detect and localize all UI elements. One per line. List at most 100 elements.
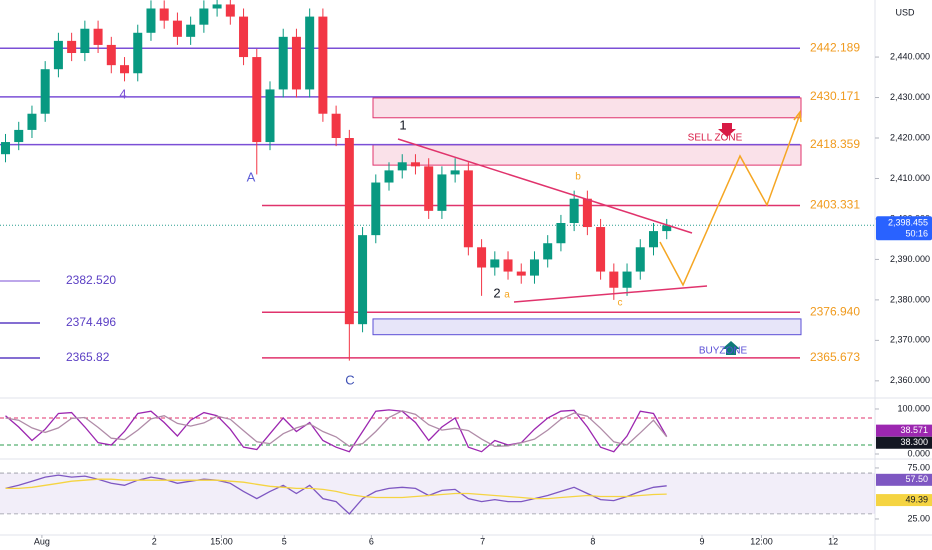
indicator-line bbox=[5, 409, 668, 453]
candle-body bbox=[27, 113, 37, 130]
indicator-line bbox=[5, 478, 667, 500]
level-label: 2430.171 bbox=[810, 89, 860, 103]
level-label: 2365.673 bbox=[810, 350, 860, 364]
y-tick-label: 2,360.000 bbox=[890, 375, 930, 385]
left-label: 2365.82 bbox=[66, 350, 110, 364]
y-tick-label: 25.00 bbox=[907, 513, 930, 523]
currency: USD bbox=[895, 7, 915, 17]
candle-body bbox=[410, 162, 420, 167]
wave-label: A bbox=[247, 169, 256, 184]
candle-body bbox=[318, 16, 328, 114]
candle-body bbox=[648, 231, 658, 248]
candle-body bbox=[503, 259, 513, 272]
candle-body bbox=[146, 8, 156, 33]
candle-body bbox=[384, 170, 394, 183]
value-tag bbox=[876, 436, 932, 449]
candle-body bbox=[463, 170, 473, 248]
candle-body bbox=[133, 32, 143, 74]
candle-body bbox=[53, 40, 63, 70]
candle-body bbox=[635, 247, 645, 272]
level-label: 2403.331 bbox=[810, 198, 860, 212]
candle-body bbox=[490, 259, 500, 268]
y-tick-label: 100.000 bbox=[897, 403, 930, 413]
x-tick-label: Aug bbox=[34, 536, 50, 546]
left-label: 2382.520 bbox=[66, 273, 116, 287]
x-tick-label: 2 bbox=[152, 536, 157, 546]
candle-body bbox=[609, 271, 619, 288]
candle-body bbox=[106, 44, 116, 66]
candle-body bbox=[80, 28, 90, 54]
left-label: 2374.496 bbox=[66, 315, 116, 329]
x-tick-label: 5 bbox=[282, 536, 287, 546]
rsi-pane bbox=[0, 472, 875, 515]
candle-body bbox=[556, 222, 566, 244]
level-label: 2442.189 bbox=[810, 40, 860, 54]
x-tick-label: 15:00 bbox=[210, 536, 233, 546]
y-tick-label: 2,420.000 bbox=[890, 132, 930, 142]
candle-body bbox=[278, 36, 288, 90]
x-tick-label: 7 bbox=[480, 536, 485, 546]
value-tag bbox=[876, 473, 932, 486]
candle-body bbox=[622, 271, 632, 288]
candle-body bbox=[437, 174, 447, 211]
candle-body bbox=[93, 28, 103, 45]
wave-label: a bbox=[504, 290, 510, 301]
candle-body bbox=[199, 8, 209, 25]
value-tag-label: 57.50 bbox=[905, 474, 928, 484]
value-tag bbox=[876, 424, 932, 437]
projection-arrow bbox=[793, 110, 802, 123]
zone-label: SELL ZONE bbox=[688, 133, 743, 144]
candle-body bbox=[543, 243, 553, 260]
value-tag bbox=[876, 494, 932, 507]
wave-label: C bbox=[345, 372, 354, 387]
level-label: 2418.359 bbox=[810, 137, 860, 151]
candle-body bbox=[397, 162, 407, 171]
candle-body bbox=[1, 142, 11, 155]
y-tick-label: 2,370.000 bbox=[890, 335, 930, 345]
candle-body bbox=[291, 36, 301, 90]
candle-body bbox=[14, 129, 24, 143]
candle-body bbox=[582, 198, 592, 228]
value-tag-label: 38.300 bbox=[900, 437, 928, 447]
candle-body bbox=[529, 259, 539, 276]
candle-body bbox=[358, 235, 368, 325]
price-tag bbox=[876, 216, 932, 241]
projection-path bbox=[659, 113, 801, 287]
indicator-line bbox=[5, 410, 668, 447]
x-tick-label: 12 bbox=[828, 536, 838, 546]
price-pane bbox=[0, 0, 875, 361]
countdown: 50:16 bbox=[905, 229, 928, 239]
candle-body bbox=[477, 247, 487, 268]
rsi-band bbox=[0, 473, 875, 514]
candle-body bbox=[371, 182, 381, 236]
y-tick-label: 2,410.000 bbox=[890, 173, 930, 183]
candle-body bbox=[662, 225, 672, 232]
axes: USD 2,360.000 2,370.000 2,380.000 2,390.000… bbox=[34, 7, 932, 546]
candle-body bbox=[450, 170, 460, 175]
drawings: 2442.189 2430.171 2418.359 2403.331 2376.940… bbox=[0, 40, 860, 387]
sell-icon bbox=[718, 123, 736, 137]
candle-body bbox=[252, 57, 262, 143]
value-tag-label: 49.39 bbox=[905, 494, 928, 504]
candle-body bbox=[344, 138, 354, 325]
candle-body bbox=[305, 16, 315, 90]
stoch-pane bbox=[0, 409, 875, 453]
candle-body bbox=[120, 65, 130, 74]
wave-label: c bbox=[618, 298, 623, 309]
x-tick-label: 12:00 bbox=[750, 536, 773, 546]
price-tag-label: 2,398.455 bbox=[888, 218, 928, 228]
candle-body bbox=[331, 113, 341, 139]
y-tick-label: 2,440.000 bbox=[890, 51, 930, 61]
x-tick-label: 8 bbox=[590, 536, 595, 546]
trend-line bbox=[513, 285, 708, 303]
trend-line bbox=[397, 138, 693, 234]
wave-label: b bbox=[575, 172, 581, 183]
wave-label: 1 bbox=[399, 117, 406, 132]
zone-label: BUYZONE bbox=[699, 346, 748, 357]
candle-body bbox=[516, 271, 526, 276]
candle-body bbox=[239, 16, 249, 58]
candle-body bbox=[424, 166, 434, 211]
